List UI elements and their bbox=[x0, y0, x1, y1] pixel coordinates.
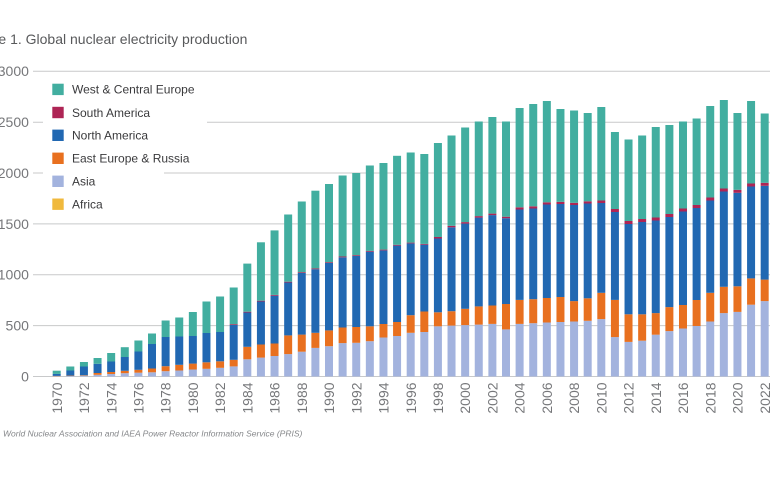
svg-text:Figure 1. Global nuclear elect: Figure 1. Global nuclear electricity pro… bbox=[0, 31, 247, 47]
svg-text:1976: 1976 bbox=[131, 382, 147, 413]
svg-text:1500: 1500 bbox=[0, 216, 29, 232]
svg-text:1996: 1996 bbox=[403, 382, 419, 413]
svg-text:1988: 1988 bbox=[294, 382, 310, 413]
svg-text:2022: 2022 bbox=[757, 382, 770, 413]
svg-text:East Europe & Russia: East Europe & Russia bbox=[72, 152, 190, 166]
svg-text:1990: 1990 bbox=[321, 382, 337, 413]
svg-text:500: 500 bbox=[6, 318, 30, 334]
svg-text:1986: 1986 bbox=[267, 382, 283, 413]
svg-text:2014: 2014 bbox=[648, 382, 664, 413]
svg-text:1980: 1980 bbox=[185, 382, 201, 413]
svg-text:2016: 2016 bbox=[675, 382, 691, 413]
svg-text:1992: 1992 bbox=[348, 382, 364, 413]
svg-text:West & Central Europe: West & Central Europe bbox=[72, 83, 195, 97]
svg-text:2008: 2008 bbox=[566, 382, 582, 413]
svg-text:World Nuclear Association and: World Nuclear Association and IAEA Power… bbox=[3, 429, 303, 439]
svg-text:1970: 1970 bbox=[49, 382, 65, 413]
svg-text:2020: 2020 bbox=[730, 382, 746, 413]
svg-text:2004: 2004 bbox=[512, 382, 528, 413]
svg-text:2012: 2012 bbox=[621, 382, 637, 413]
svg-text:1994: 1994 bbox=[376, 382, 392, 413]
svg-text:1972: 1972 bbox=[76, 382, 92, 413]
svg-text:2000: 2000 bbox=[457, 382, 473, 413]
svg-text:Africa: Africa bbox=[72, 198, 103, 212]
svg-text:2002: 2002 bbox=[485, 382, 501, 413]
svg-text:Asia: Asia bbox=[72, 175, 96, 189]
svg-text:1982: 1982 bbox=[212, 382, 228, 413]
svg-text:2000: 2000 bbox=[0, 165, 29, 181]
svg-text:3000: 3000 bbox=[0, 63, 29, 79]
svg-text:North America: North America bbox=[72, 129, 148, 143]
svg-text:0: 0 bbox=[21, 368, 29, 384]
svg-text:South America: South America bbox=[72, 106, 150, 120]
svg-text:2006: 2006 bbox=[539, 382, 555, 413]
svg-text:1984: 1984 bbox=[239, 382, 255, 413]
svg-text:1000: 1000 bbox=[0, 267, 29, 283]
svg-text:1978: 1978 bbox=[158, 382, 174, 413]
svg-text:2500: 2500 bbox=[0, 114, 29, 130]
svg-text:2018: 2018 bbox=[702, 382, 718, 413]
svg-text:2010: 2010 bbox=[593, 382, 609, 413]
svg-text:1998: 1998 bbox=[430, 382, 446, 413]
svg-text:1974: 1974 bbox=[103, 382, 119, 413]
